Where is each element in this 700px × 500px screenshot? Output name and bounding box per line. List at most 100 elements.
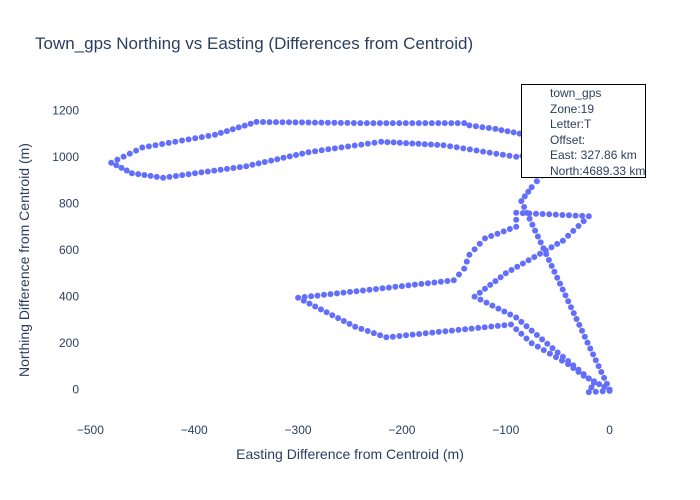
scatter-point[interactable] <box>321 291 327 298</box>
scatter-point[interactable] <box>533 210 539 217</box>
scatter-point[interactable] <box>295 294 302 301</box>
scatter-point[interactable] <box>435 328 442 335</box>
scatter-point[interactable] <box>364 140 371 147</box>
scatter-point[interactable] <box>266 119 273 126</box>
scatter-point[interactable] <box>447 143 454 150</box>
scatter-point[interactable] <box>422 120 429 127</box>
scatter-point[interactable] <box>599 388 606 395</box>
scatter-point[interactable] <box>488 323 495 330</box>
scatter-point[interactable] <box>312 303 319 310</box>
scatter-point[interactable] <box>495 305 502 312</box>
scatter-point[interactable] <box>415 120 422 127</box>
scatter-point[interactable] <box>585 375 592 382</box>
scatter-point[interactable] <box>488 233 495 239</box>
scatter-point[interactable] <box>223 128 230 135</box>
scatter-point[interactable] <box>565 298 572 305</box>
scatter-point[interactable] <box>518 318 525 325</box>
scatter-point[interactable] <box>390 139 397 146</box>
scatter-point[interactable] <box>299 119 305 126</box>
scatter-point[interactable] <box>340 318 347 324</box>
scatter-point[interactable] <box>553 354 559 361</box>
scatter-point[interactable] <box>456 271 462 278</box>
scatter-point[interactable] <box>128 170 135 177</box>
scatter-point[interactable] <box>179 137 185 144</box>
scatter-point[interactable] <box>466 122 473 129</box>
scatter-point[interactable] <box>358 141 365 148</box>
scatter-point[interactable] <box>570 362 577 369</box>
scatter-point[interactable] <box>554 240 561 247</box>
scatter-point[interactable] <box>350 120 357 126</box>
scatter-point[interactable] <box>198 169 205 176</box>
scatter-point[interactable] <box>532 227 539 234</box>
scatter-point[interactable] <box>323 309 330 316</box>
scatter-point[interactable] <box>507 311 514 318</box>
scatter-point[interactable] <box>364 328 371 334</box>
scatter-point[interactable] <box>279 119 286 126</box>
scatter-point[interactable] <box>325 146 332 153</box>
scatter-point[interactable] <box>534 233 541 240</box>
scatter-point[interactable] <box>217 129 224 136</box>
scatter-point[interactable] <box>587 345 594 352</box>
scatter-point[interactable] <box>141 172 148 178</box>
scatter-point[interactable] <box>544 340 551 347</box>
scatter-point[interactable] <box>224 165 230 172</box>
scatter-point[interactable] <box>559 212 566 218</box>
scatter-point[interactable] <box>331 119 338 126</box>
scatter-point[interactable] <box>371 139 378 146</box>
scatter-point[interactable] <box>448 120 455 127</box>
scatter-point[interactable] <box>559 353 566 360</box>
scatter-point[interactable] <box>529 221 536 228</box>
scatter-point[interactable] <box>249 161 256 168</box>
scatter-point[interactable] <box>337 119 344 126</box>
scatter-point[interactable] <box>482 285 488 292</box>
scatter-point[interactable] <box>528 327 535 334</box>
scatter-point[interactable] <box>376 120 383 127</box>
scatter-point[interactable] <box>118 164 125 171</box>
scatter-point[interactable] <box>363 120 370 127</box>
scatter-point[interactable] <box>403 140 410 147</box>
scatter-point[interactable] <box>518 198 525 205</box>
scatter-point[interactable] <box>473 147 480 154</box>
scatter-point[interactable] <box>230 165 237 171</box>
scatter-point[interactable] <box>236 164 243 171</box>
scatter-point[interactable] <box>114 156 121 163</box>
legend[interactable]: town_gps Zone:19 Letter:T Offset: East: … <box>521 84 646 178</box>
scatter-point[interactable] <box>351 142 358 149</box>
scatter-point[interactable] <box>411 281 418 288</box>
scatter-point[interactable] <box>370 120 377 127</box>
scatter-point[interactable] <box>508 267 515 273</box>
scatter-point[interactable] <box>299 150 306 157</box>
scatter-point[interactable] <box>192 135 199 142</box>
scatter-point[interactable] <box>476 240 483 247</box>
scatter-point[interactable] <box>153 173 160 180</box>
scatter-point[interactable] <box>331 145 338 152</box>
scatter-point[interactable] <box>274 156 281 163</box>
scatter-point[interactable] <box>345 143 352 150</box>
scatter-point[interactable] <box>475 324 482 331</box>
scatter-point[interactable] <box>444 278 451 284</box>
scatter-point[interactable] <box>243 163 250 170</box>
scatter-point[interactable] <box>539 211 546 217</box>
scatter-point[interactable] <box>241 122 248 129</box>
scatter-point[interactable] <box>476 289 483 296</box>
scatter-point[interactable] <box>568 304 574 311</box>
scatter-point[interactable] <box>192 170 198 177</box>
scatter-point[interactable] <box>329 312 336 319</box>
scatter-point[interactable] <box>383 334 390 341</box>
scatter-point[interactable] <box>396 139 403 146</box>
scatter-point[interactable] <box>198 134 205 141</box>
scatter-point[interactable] <box>402 120 409 127</box>
scatter-point[interactable] <box>598 369 605 375</box>
scatter-point[interactable] <box>562 292 569 299</box>
scatter-point[interactable] <box>205 132 212 139</box>
scatter-point[interactable] <box>314 292 321 299</box>
scatter-point[interactable] <box>268 157 275 164</box>
scatter-point[interactable] <box>409 140 416 147</box>
scatter-point[interactable] <box>403 332 409 339</box>
scatter-point[interactable] <box>437 278 444 285</box>
scatter-point[interactable] <box>480 148 487 155</box>
scatter-point[interactable] <box>385 284 392 291</box>
scatter-point[interactable] <box>317 306 324 313</box>
scatter-point[interactable] <box>501 308 508 315</box>
scatter-point[interactable] <box>494 322 501 329</box>
